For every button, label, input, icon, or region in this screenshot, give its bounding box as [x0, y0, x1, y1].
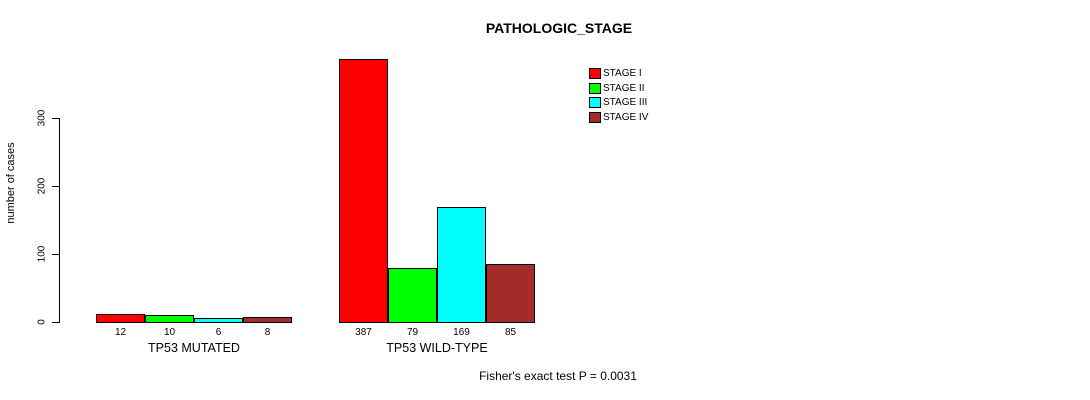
y-tick — [52, 118, 59, 119]
legend-swatch-stage-i — [589, 68, 601, 79]
bar-value-label: 79 — [406, 327, 419, 338]
y-axis-title: number of cases — [5, 142, 17, 224]
bar-value-label: 12 — [114, 327, 127, 338]
bar-value-label: 85 — [504, 327, 517, 338]
y-tick-label: 300 — [36, 109, 48, 127]
group-label-tp53-mutated: TP53 MUTATED — [148, 341, 240, 355]
legend-swatch-stage-iv — [589, 112, 601, 123]
chart-title: PATHOLOGIC_STAGE — [485, 20, 633, 36]
group-label-tp53-wild-type: TP53 WILD-TYPE — [386, 341, 488, 355]
bar-value-label: 6 — [215, 327, 222, 338]
y-tick-label: 0 — [36, 319, 48, 325]
bar-stage-iv — [486, 264, 535, 323]
bar-stage-ii — [388, 268, 437, 323]
bar-stage-ii — [145, 315, 194, 323]
bar-stage-iii — [194, 318, 243, 323]
bar-value-label: 387 — [355, 327, 372, 338]
bar-stage-i — [339, 59, 388, 323]
legend-swatch-stage-iii — [589, 97, 601, 108]
bar-value-label: 169 — [453, 327, 470, 338]
legend-label: STAGE II — [603, 83, 645, 94]
y-tick-label: 200 — [36, 177, 48, 195]
bar-stage-i — [96, 314, 145, 323]
bar-stage-iii — [437, 207, 486, 323]
fisher-test-annotation: Fisher's exact test P = 0.0031 — [479, 369, 637, 383]
y-axis-line — [59, 118, 60, 323]
legend-label: STAGE I — [603, 68, 642, 79]
legend-swatch-stage-ii — [589, 83, 601, 94]
bar-value-label: 8 — [264, 327, 271, 338]
legend-label: STAGE III — [603, 97, 648, 108]
y-tick — [52, 254, 59, 255]
legend-label: STAGE IV — [603, 112, 649, 123]
y-tick — [52, 322, 59, 323]
bar-stage-iv — [243, 317, 292, 323]
y-tick-label: 100 — [36, 245, 48, 263]
y-tick — [52, 186, 59, 187]
bar-value-label: 10 — [163, 327, 176, 338]
